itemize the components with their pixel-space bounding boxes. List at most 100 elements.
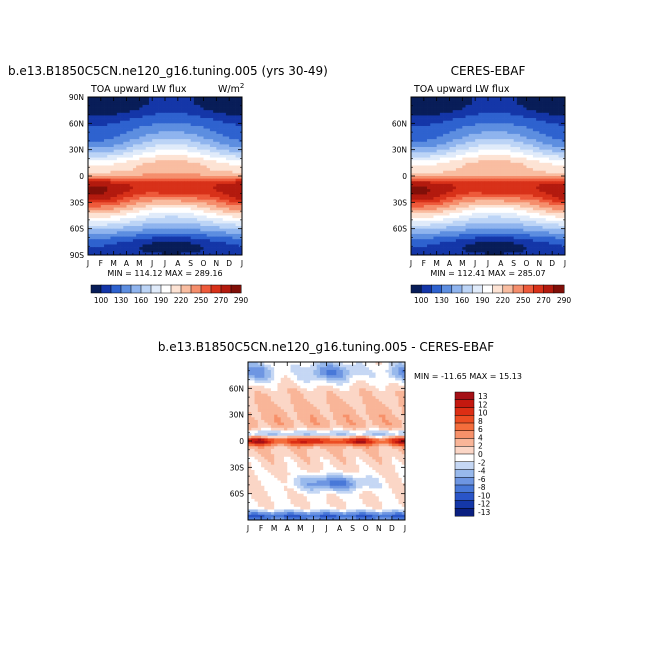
heatmap-cell — [514, 165, 518, 168]
heatmap-cell — [159, 123, 163, 126]
heatmap-cell — [162, 234, 166, 237]
heatmap-cell — [88, 231, 92, 234]
heatmap-cell — [213, 192, 217, 195]
heatmap-cell — [162, 210, 166, 213]
heatmap-cell — [130, 144, 134, 147]
heatmap-cell — [220, 213, 224, 216]
heatmap-cell — [88, 239, 92, 242]
heatmap-cell — [171, 210, 175, 213]
heatmap-cell — [130, 110, 134, 113]
heatmap-cell — [421, 197, 425, 200]
heatmap-cell — [440, 150, 444, 153]
heatmap-cell — [475, 129, 479, 132]
heatmap-cell — [527, 202, 531, 205]
heatmap-cell — [98, 144, 102, 147]
heatmap-cell — [443, 173, 447, 176]
heatmap-cell — [437, 179, 441, 182]
heatmap-cell — [546, 163, 550, 166]
heatmap-cell — [146, 216, 150, 219]
heatmap-cell — [549, 110, 553, 113]
heatmap-cell — [162, 113, 166, 116]
heatmap-cell — [488, 158, 492, 161]
heatmap-cell — [456, 129, 460, 132]
heatmap-cell — [210, 242, 214, 245]
heatmap-cell — [175, 179, 179, 182]
heatmap-cell — [450, 202, 454, 205]
heatmap-cell — [88, 152, 92, 155]
heatmap-cell — [527, 171, 531, 174]
heatmap-cell — [427, 189, 431, 192]
heatmap-cell — [110, 173, 114, 176]
heatmap-cell — [485, 142, 489, 145]
heatmap-cell — [523, 108, 527, 111]
heatmap-cell — [523, 155, 527, 158]
heatmap-cell — [485, 173, 489, 176]
heatmap-cell — [232, 237, 236, 240]
heatmap-cell — [181, 155, 185, 158]
heatmap-cell — [472, 194, 476, 197]
heatmap-cell — [414, 179, 418, 182]
heatmap-cell — [168, 173, 172, 176]
heatmap-cell — [139, 247, 143, 250]
heatmap-cell — [194, 239, 198, 242]
heatmap-cell — [229, 171, 233, 174]
heatmap-cell — [213, 115, 217, 118]
heatmap-cell — [168, 121, 172, 124]
heatmap-cell — [130, 213, 134, 216]
heatmap-cell — [507, 192, 511, 195]
heatmap-cell — [178, 244, 182, 247]
heatmap-cell — [446, 113, 450, 116]
heatmap-cell — [475, 150, 479, 153]
heatmap-cell — [517, 110, 521, 113]
heatmap-cell — [478, 113, 482, 116]
heatmap-cell — [149, 171, 153, 174]
heatmap-cell — [139, 223, 143, 226]
heatmap-cell — [491, 184, 495, 187]
heatmap-cell — [149, 213, 153, 216]
heatmap-cell — [204, 113, 208, 116]
heatmap-cell — [184, 221, 188, 224]
heatmap-cell — [226, 192, 230, 195]
heatmap-cell — [226, 118, 230, 121]
heatmap-cell — [232, 239, 236, 242]
heatmap-cell — [453, 102, 457, 105]
heatmap-cell — [133, 160, 137, 163]
heatmap-cell — [232, 126, 236, 129]
heatmap-cell — [136, 200, 140, 203]
heatmap-cell — [552, 121, 556, 124]
heatmap-cell — [213, 150, 217, 153]
heatmap-cell — [136, 239, 140, 242]
heatmap-cell — [98, 123, 102, 126]
heatmap-cell — [127, 105, 131, 108]
heatmap-cell — [555, 126, 559, 129]
heatmap-cell — [117, 150, 121, 153]
heatmap-cell — [216, 179, 220, 182]
heatmap-cell — [210, 142, 214, 145]
heatmap-cell — [437, 100, 441, 103]
heatmap-cell — [120, 147, 124, 150]
heatmap-cell — [462, 187, 466, 190]
heatmap-cell — [171, 105, 175, 108]
heatmap-cell — [507, 160, 511, 163]
heatmap-cell — [424, 158, 428, 161]
heatmap-cell — [459, 123, 463, 126]
heatmap-cell — [200, 126, 204, 129]
heatmap-cell — [546, 144, 550, 147]
heatmap-cell — [498, 197, 502, 200]
heatmap-cell — [216, 242, 220, 245]
heatmap-cell — [117, 229, 121, 232]
x-tick-label: O — [201, 259, 207, 268]
heatmap-cell — [139, 142, 143, 145]
heatmap-cell — [533, 171, 537, 174]
heatmap-cell — [133, 118, 137, 121]
heatmap-cell — [120, 202, 124, 205]
heatmap-cell — [226, 152, 230, 155]
heatmap-cell — [146, 123, 150, 126]
heatmap-cell — [546, 123, 550, 126]
heatmap-cell — [417, 134, 421, 137]
heatmap-cell — [443, 192, 447, 195]
heatmap-cell — [110, 244, 114, 247]
heatmap-cell — [530, 134, 534, 137]
heatmap-cell — [414, 123, 418, 126]
heatmap-cell — [517, 165, 521, 168]
